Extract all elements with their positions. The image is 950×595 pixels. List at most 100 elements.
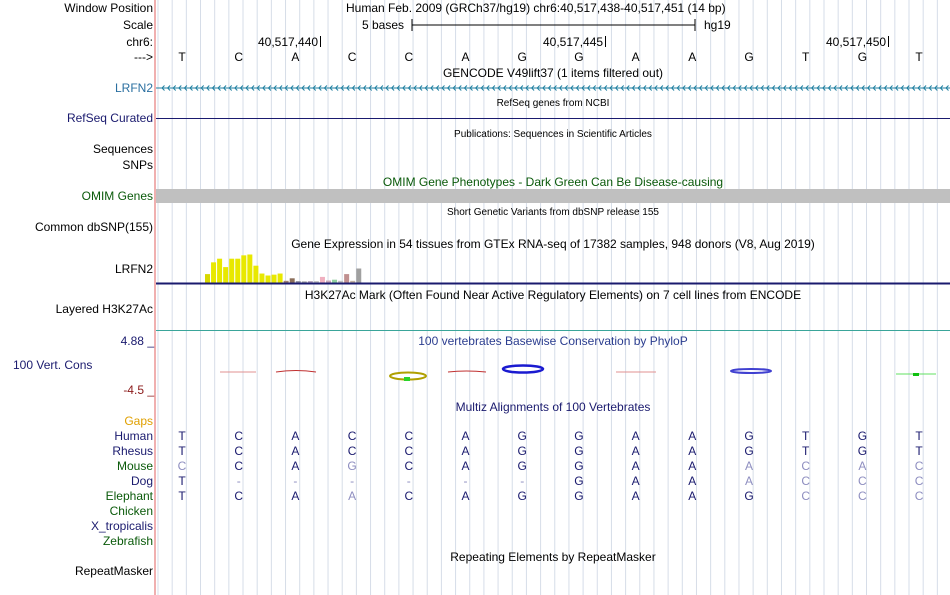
gtex-gene-label[interactable]: LRFN2 bbox=[114, 262, 153, 276]
gtex-track-title[interactable]: Gene Expression in 54 tissues from GTEx … bbox=[291, 237, 815, 251]
refseq-track-title[interactable]: RefSeq genes from NCBI bbox=[496, 98, 610, 109]
gtex-bar-adrenal[interactable] bbox=[217, 258, 223, 283]
omim-feature[interactable] bbox=[156, 189, 950, 203]
gtex-bar-muscle[interactable] bbox=[307, 281, 313, 283]
gtex-bar-lung[interactable] bbox=[301, 281, 307, 283]
phylop-graph[interactable] bbox=[156, 362, 950, 386]
repeatmasker-label[interactable]: RepeatMasker bbox=[74, 564, 153, 578]
gtex-bar-esophagus[interactable] bbox=[289, 278, 295, 283]
aligned-base: G bbox=[744, 429, 754, 443]
aligned-base: G bbox=[517, 489, 527, 503]
sequences-label[interactable]: Sequences bbox=[92, 142, 153, 156]
scale-label: Scale bbox=[122, 18, 153, 32]
omim-label[interactable]: OMIM Genes bbox=[81, 189, 153, 203]
base-3: C bbox=[347, 50, 357, 64]
h3k27ac-label[interactable]: Layered H3K27Ac bbox=[55, 302, 153, 316]
aligned-base: A bbox=[744, 459, 753, 473]
gtex-bar-ovary[interactable] bbox=[319, 276, 325, 283]
gtex-bar-brain-cerebellar[interactable] bbox=[247, 254, 253, 283]
aligned-base: - bbox=[236, 474, 241, 488]
gtex-bar-chart[interactable] bbox=[156, 252, 950, 286]
aligned-base: - bbox=[406, 474, 411, 488]
species-label-x_tropicalis[interactable]: X_tropicalis bbox=[90, 519, 153, 533]
aligned-base: C bbox=[234, 459, 244, 473]
phylop-label[interactable]: 100 Vert. Cons bbox=[13, 358, 93, 372]
aligned-base: C bbox=[858, 474, 867, 488]
gencode-track-title[interactable]: GENCODE V49lift37 (1 items filtered out) bbox=[442, 66, 664, 80]
gtex-bar-brain-cortex[interactable] bbox=[259, 273, 265, 283]
aligned-base: G bbox=[574, 459, 584, 473]
gtex-bar-brain-cerebellum[interactable] bbox=[253, 265, 259, 283]
aligned-base: - bbox=[520, 474, 525, 488]
aligned-base: G bbox=[574, 429, 584, 443]
species-label-dog[interactable]: Dog bbox=[130, 474, 153, 488]
species-label-rhesus[interactable]: Rhesus bbox=[112, 444, 153, 458]
scale-db: hg19 bbox=[704, 18, 731, 32]
aligned-base: G bbox=[857, 429, 868, 443]
refseq-feature[interactable] bbox=[156, 118, 950, 119]
aligned-base: T bbox=[178, 429, 186, 443]
aligned-base: A bbox=[631, 474, 640, 488]
species-label-human[interactable]: Human bbox=[114, 429, 153, 443]
scale-bar bbox=[411, 19, 696, 31]
phylop-min: -4.5 _ bbox=[123, 383, 154, 397]
assembly-position: Human Feb. 2009 (GRCh37/hg19) chr6:40,51… bbox=[346, 1, 726, 15]
base-4: C bbox=[404, 50, 414, 64]
base-5: A bbox=[461, 50, 470, 64]
gtex-bar-adipose[interactable] bbox=[205, 274, 210, 283]
gtex-bar-brain-hypothalamus[interactable] bbox=[277, 273, 283, 283]
publications-track-title[interactable]: Publications: Sequences in Scientific Ar… bbox=[454, 129, 652, 140]
gaps-label: Gaps bbox=[124, 414, 153, 428]
multiz-track-title[interactable]: Multiz Alignments of 100 Vertebrates bbox=[455, 400, 651, 414]
gencode-gene-label[interactable]: LRFN2 bbox=[114, 81, 153, 95]
gtex-bar-brain-amygdala[interactable] bbox=[229, 258, 235, 283]
aligned-base: T bbox=[178, 444, 186, 458]
gtex-bar-brain-acc[interactable] bbox=[235, 258, 241, 283]
gtex-bar-skin[interactable] bbox=[344, 274, 350, 283]
aligned-base: A bbox=[858, 459, 867, 473]
aligned-base: A bbox=[688, 444, 697, 458]
aligned-base: G bbox=[517, 459, 527, 473]
refseq-label[interactable]: RefSeq Curated bbox=[66, 111, 153, 125]
gtex-bar-colon[interactable] bbox=[283, 280, 289, 283]
base-12: G bbox=[857, 50, 868, 64]
aligned-base: T bbox=[802, 444, 810, 458]
aligned-base: A bbox=[461, 459, 470, 473]
gencode-gene-feature[interactable] bbox=[156, 82, 950, 94]
h3k27ac-track-title[interactable]: H3K27Ac Mark (Often Found Near Active Re… bbox=[304, 288, 802, 302]
dbsnp-track-title[interactable]: Short Genetic Variants from dbSNP releas… bbox=[447, 207, 659, 218]
species-label-elephant[interactable]: Elephant bbox=[105, 489, 153, 503]
aligned-base: A bbox=[291, 429, 300, 443]
gtex-bar-brain-hippocampus[interactable] bbox=[271, 274, 277, 283]
gtex-bar-adipose-visceral[interactable] bbox=[211, 262, 217, 283]
gtex-bar-spleen[interactable] bbox=[350, 280, 356, 283]
aligned-base: A bbox=[688, 474, 697, 488]
gtex-bar-brain-frontal[interactable] bbox=[265, 275, 271, 283]
position-tick-1: 40,517,440 bbox=[258, 35, 322, 49]
gtex-bar-testis[interactable] bbox=[356, 268, 362, 283]
snps-label[interactable]: SNPs bbox=[122, 158, 153, 172]
species-label-chicken[interactable]: Chicken bbox=[109, 504, 153, 518]
base-6: G bbox=[517, 50, 527, 64]
gtex-bar-pancreas[interactable] bbox=[326, 280, 331, 283]
repeatmasker-track-title[interactable]: Repeating Elements by RepeatMasker bbox=[450, 550, 656, 564]
aligned-base: C bbox=[801, 489, 811, 503]
base-11: T bbox=[802, 50, 810, 64]
gtex-bar-artery-aorta[interactable] bbox=[223, 267, 229, 283]
omim-track-title[interactable]: OMIM Gene Phenotypes - Dark Green Can Be… bbox=[382, 175, 724, 189]
gtex-bar-brain-caudate[interactable] bbox=[241, 255, 247, 283]
base-10: G bbox=[744, 50, 754, 64]
aligned-base: A bbox=[631, 429, 640, 443]
dbsnp-label[interactable]: Common dbSNP(155) bbox=[34, 220, 153, 234]
gtex-bar-heart[interactable] bbox=[295, 281, 301, 283]
base-0: T bbox=[178, 50, 186, 64]
gtex-bar-prostate[interactable] bbox=[338, 280, 344, 283]
gtex-bar-nerve[interactable] bbox=[313, 281, 319, 283]
aligned-base: C bbox=[404, 489, 414, 503]
aligned-base: C bbox=[234, 444, 244, 458]
species-label-mouse[interactable]: Mouse bbox=[116, 459, 153, 473]
phylop-track-title[interactable]: 100 vertebrates Basewise Conservation by… bbox=[418, 334, 688, 348]
species-label-zebrafish[interactable]: Zebrafish bbox=[102, 534, 153, 548]
aligned-base: - bbox=[293, 474, 298, 488]
gtex-bar-pituitary[interactable] bbox=[332, 279, 338, 283]
